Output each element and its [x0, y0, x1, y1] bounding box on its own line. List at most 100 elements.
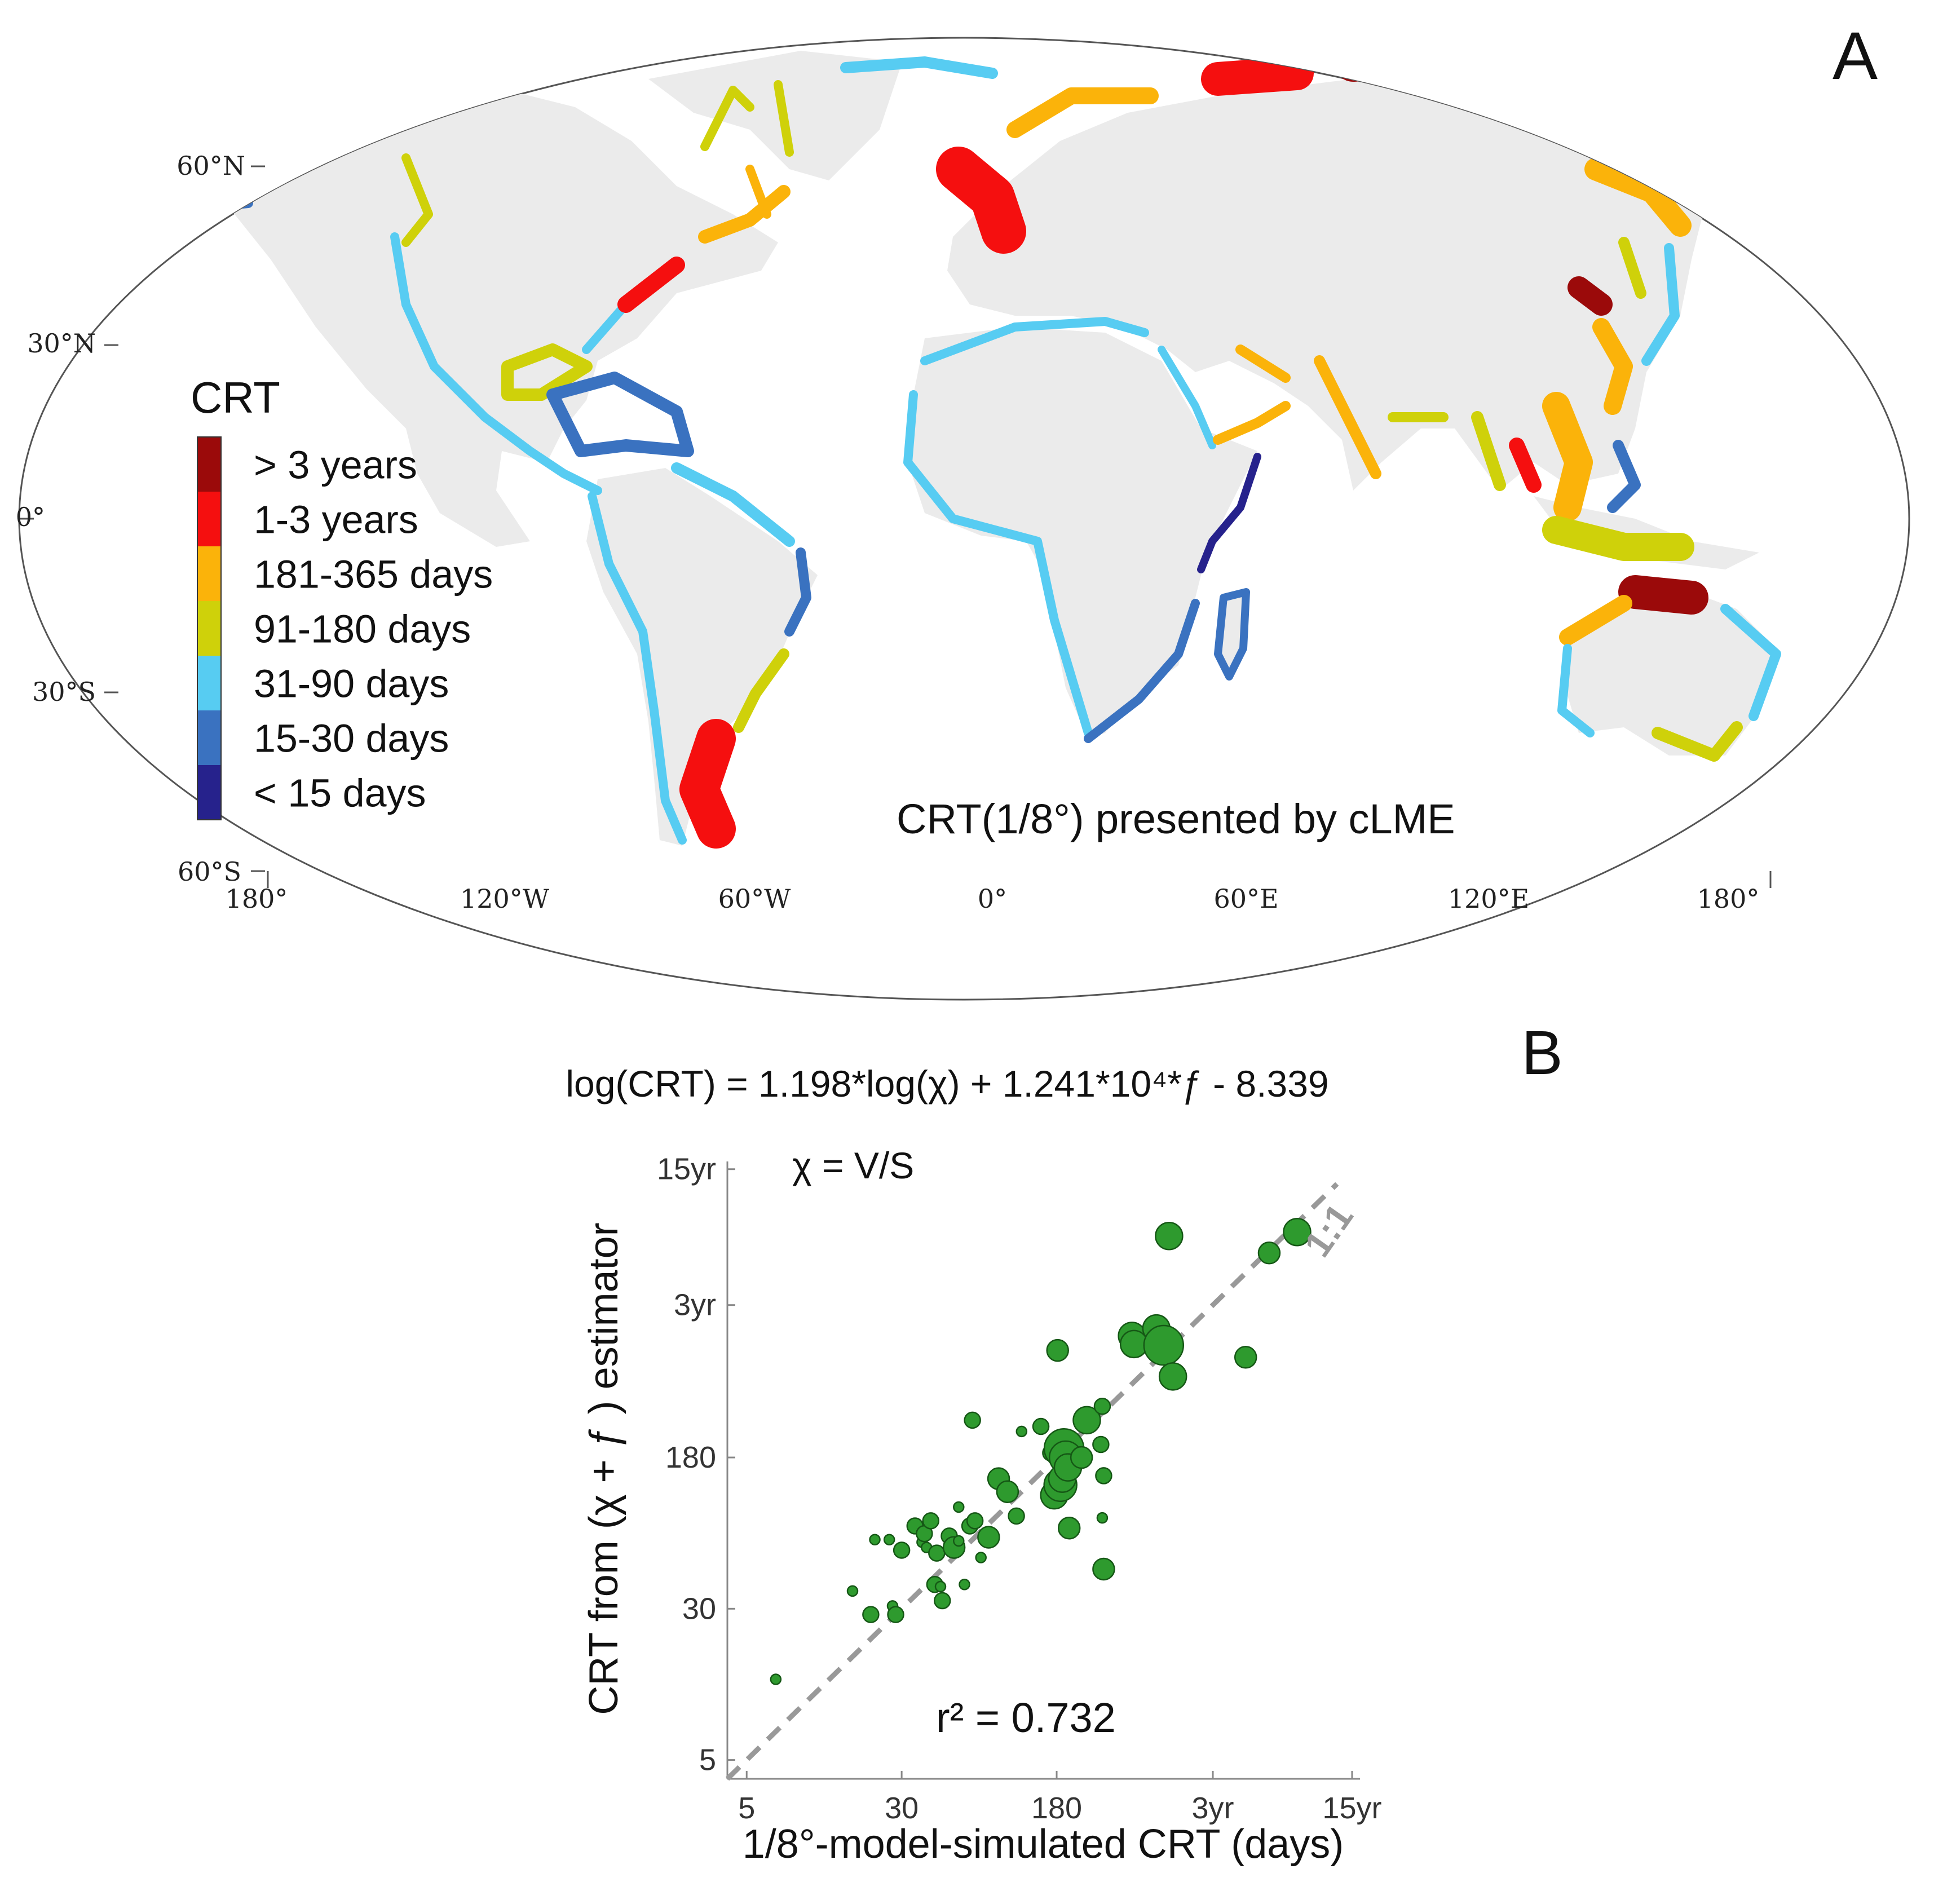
- band-far-east-blue: [1783, 204, 1826, 216]
- scatter-point: [1234, 1346, 1257, 1369]
- legend-swatch: [197, 546, 221, 601]
- band-philippines: [1607, 440, 1641, 513]
- scatter-point: [953, 1535, 965, 1547]
- scatter-point: [869, 1534, 881, 1546]
- y-tick-label: 3yr: [674, 1288, 716, 1322]
- band-red-sea: [1158, 346, 1216, 449]
- panel-label-b: B: [1521, 1018, 1562, 1088]
- band-yellow-sea: [1567, 276, 1613, 316]
- band-madagascar: [1214, 588, 1250, 681]
- lon-tick-label: 0°: [978, 883, 1007, 914]
- one-to-one-line: [725, 1182, 1339, 1781]
- one-to-one-label: 1:1: [1296, 1196, 1361, 1265]
- scatter-point: [893, 1541, 911, 1559]
- legend-colorbar-frame: [197, 436, 222, 820]
- scatter-point: [1143, 1324, 1185, 1366]
- band-brazil-east: [784, 547, 811, 637]
- y-tick-label: 15yr: [657, 1152, 716, 1186]
- scatter-point: [1008, 1507, 1025, 1525]
- scatter-point: [1257, 1242, 1281, 1265]
- scatter-point: [953, 1501, 965, 1513]
- scatter-point: [1032, 1417, 1050, 1435]
- lon-tick-label: 120°W: [460, 883, 550, 914]
- scatter-point: [1092, 1435, 1110, 1454]
- regression-equation: log(CRT) = 1.198*log(χ) + 1.241*10⁴*ƒ - …: [566, 1063, 1328, 1105]
- band-greenland-east: [840, 56, 998, 79]
- legend-item-label: > 3 years: [254, 443, 417, 487]
- band-bering: [181, 198, 253, 214]
- band-andaman: [1471, 411, 1506, 491]
- land-south-america: [586, 468, 818, 846]
- lat-tick-label: 30°N: [27, 328, 96, 359]
- band-australia-north: [1618, 575, 1708, 615]
- band-south-china-sea: [1542, 392, 1593, 522]
- y-axis-label: CRT from (χ + ƒ ) estimator: [581, 1222, 626, 1715]
- band-sea-japan: [1618, 237, 1646, 299]
- map-panel: 60°N 30°N 0° 30°S 60°S 180° 120°W 60°W 0…: [16, 18, 1910, 1001]
- y-tick-label: 180: [665, 1441, 716, 1474]
- legend-item-label: 181-365 days: [254, 553, 493, 597]
- band-med-africa: [920, 317, 1149, 365]
- band-africa-west: [903, 390, 1093, 737]
- band-indonesia: [1542, 516, 1694, 561]
- lon-tick-label: 60°W: [718, 883, 792, 914]
- band-na-gulf-alaska: [401, 153, 433, 247]
- scatter-point: [922, 1512, 939, 1530]
- band-arabia: [1213, 401, 1291, 445]
- map-tick-marks: [19, 165, 1772, 888]
- legend-item-label: < 15 days: [254, 771, 426, 815]
- band-na-east: [582, 300, 630, 354]
- legend-item-label: 91-180 days: [254, 607, 471, 651]
- scatter-point: [1096, 1512, 1109, 1524]
- band-europe-arctic: [1006, 87, 1159, 138]
- lat-tick-label: 30°S: [32, 677, 96, 707]
- panel-label-a: A: [1833, 18, 1878, 94]
- band-barents: [1201, 56, 1314, 96]
- lat-tick-label: 60°S: [178, 856, 241, 887]
- scatter-point: [933, 1592, 951, 1610]
- lat-tick-label: 0°: [16, 502, 45, 532]
- scatter-point: [1057, 1516, 1081, 1540]
- scatter-point: [887, 1606, 904, 1623]
- band-na-west: [390, 232, 602, 495]
- legend-swatch: [197, 765, 221, 820]
- scatter-panel: B log(CRT) = 1.198*log(χ) + 1.241*10⁴*ƒ …: [566, 1018, 1562, 1867]
- band-patagonia: [679, 719, 736, 849]
- band-gulf-mexico: [501, 343, 593, 401]
- band-africa-south: [1084, 599, 1200, 743]
- legend-swatch: [197, 710, 221, 765]
- scatter-point: [1095, 1467, 1112, 1485]
- band-brazil-south: [733, 648, 789, 733]
- scatter-point: [1283, 1217, 1312, 1247]
- band-hudson: [700, 86, 754, 151]
- land-eurasia: [947, 68, 1776, 491]
- band-norway-sea: [936, 147, 1026, 254]
- scatter-point: [1155, 1222, 1184, 1251]
- land-north-america: [226, 85, 778, 547]
- legend-swatch: [197, 601, 221, 656]
- scatter-point: [934, 1580, 947, 1593]
- lon-tick-label: 60°E: [1213, 883, 1278, 914]
- legend-item-label: 15-30 days: [254, 717, 449, 761]
- land-australia: [1562, 586, 1776, 756]
- band-japan: [1641, 243, 1680, 366]
- x-tick-label: 15yr: [1322, 1791, 1381, 1825]
- band-caribbean: [546, 372, 694, 457]
- map-caption: CRT(1/8°) presented by cLME: [897, 796, 1455, 842]
- band-siberia: [1334, 38, 1627, 87]
- scatter-point: [959, 1578, 970, 1591]
- band-somalia: [1197, 453, 1261, 573]
- band-na-northeast: [617, 257, 685, 313]
- scatter-point: [1092, 1557, 1115, 1581]
- y-tick-label: 30: [682, 1592, 716, 1625]
- band-australia-west: [1557, 644, 1595, 737]
- band-far-east-east: [1756, 155, 1813, 195]
- band-persian-gulf: [1235, 344, 1291, 383]
- lon-tick-label: 180°: [226, 883, 288, 914]
- scatter-point: [977, 1526, 1000, 1549]
- scatter-point: [1015, 1425, 1028, 1438]
- scatter-point: [996, 1480, 1019, 1503]
- band-south-am-west: [588, 492, 687, 845]
- land-africa: [908, 327, 1257, 739]
- land-greenland: [648, 51, 902, 180]
